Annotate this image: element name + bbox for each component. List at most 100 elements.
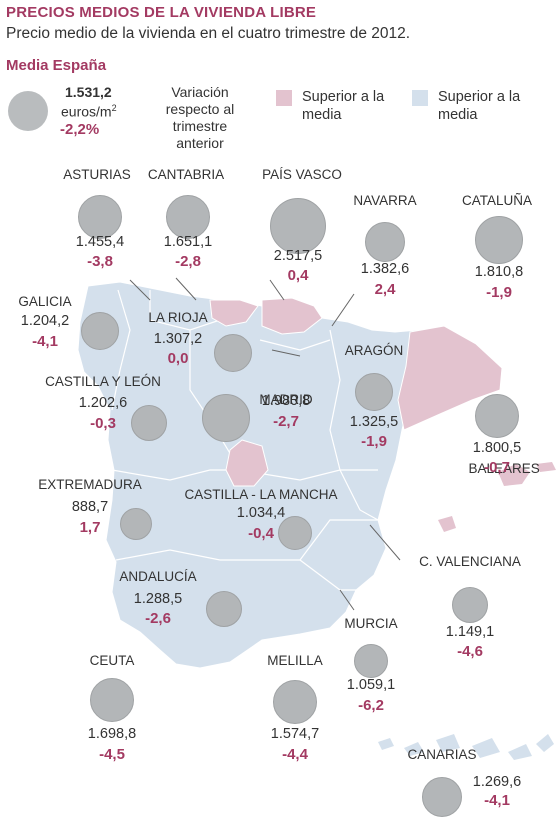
region-variation-murcia: -6,2	[358, 697, 384, 714]
region-value-galicia: 1.204,2	[20, 313, 70, 329]
bubble-la-rioja	[214, 334, 252, 372]
region-value-andalucia: 1.288,5	[133, 591, 183, 607]
cantabria-land	[209, 299, 259, 327]
region-name-andalucia: ANDALUCÍA	[119, 569, 197, 584]
legend-explanation: Variación respecto al trimestre anterior	[165, 84, 235, 151]
region-variation-canarias: -4,1	[484, 792, 510, 809]
bubble-extremadura	[120, 508, 152, 540]
region-variation-ceuta: -4,5	[99, 746, 125, 763]
bubble-canarias	[422, 777, 462, 817]
bubble-cantabria	[166, 195, 210, 239]
region-name-la-rioja: LA RIOJA	[148, 310, 208, 325]
bubble-melilla	[273, 680, 317, 724]
region-value-madrid: 1.980,8	[261, 393, 311, 409]
ibiza-land	[438, 516, 456, 532]
region-variation-cantabria: -2,8	[175, 253, 201, 270]
region-variation-castilla-y-leon: -0,3	[90, 415, 116, 432]
region-name-canarias: CANARIAS	[407, 747, 477, 762]
region-name-cataluna: CATALUÑA	[461, 193, 533, 208]
bubble-ceuta	[90, 678, 134, 722]
legend-label-above: Superior a la media	[302, 89, 385, 123]
cataluna-land	[397, 325, 503, 431]
region-value-melilla: 1.574,7	[270, 726, 320, 742]
legend-swatch-above	[276, 90, 292, 106]
region-name-castilla-y-leon: CASTILLA Y LEÓN	[45, 374, 161, 389]
bubble-castilla-la-mancha	[278, 516, 312, 550]
region-variation-c-valenciana: -4,6	[457, 643, 483, 660]
region-value-asturias: 1.455,4	[75, 234, 125, 250]
bubble-murcia	[354, 644, 388, 678]
region-value-extremadura: 888,7	[71, 499, 109, 515]
canarias-land	[378, 734, 554, 760]
mallorca-land	[498, 464, 530, 486]
region-variation-asturias: -3,8	[87, 253, 113, 270]
pais-vasco-land	[261, 297, 323, 335]
region-value-navarra: 1.382,6	[360, 261, 410, 277]
region-variation-melilla: -4,4	[282, 746, 308, 763]
region-value-cataluna: 1.810,8	[474, 264, 524, 280]
region-value-canarias: 1.269,6	[472, 774, 522, 790]
bubble-castilla-y-leon	[131, 405, 167, 441]
region-value-murcia: 1.059,1	[346, 677, 396, 693]
legend-average-variation: -2,2%	[60, 121, 100, 138]
region-variation-castilla-la-mancha: -0,4	[248, 525, 274, 542]
bubble-c-valenciana	[452, 587, 488, 623]
region-value-la-rioja: 1.307,2	[153, 331, 203, 347]
region-value-aragon: 1.325,5	[349, 414, 399, 430]
bubble-aragon	[355, 373, 393, 411]
chart-subtitle: Precio medio de la vivienda en el cuatro…	[6, 25, 411, 42]
region-variation-cataluna: -1,9	[486, 284, 512, 301]
menorca-land	[536, 462, 556, 472]
bubble-cataluna	[475, 216, 523, 264]
bubble-pais-vasco	[270, 198, 326, 254]
legend-unit-sup: 2	[111, 103, 117, 113]
region-value-cantabria: 1.651,1	[163, 234, 213, 250]
region-variation-baleares: -0,7	[484, 459, 510, 476]
legend-swatch-below	[412, 90, 428, 106]
region-name-baleares: BALEARES	[468, 461, 540, 476]
region-name-murcia: MURCIA	[344, 616, 398, 631]
region-value-pais-vasco: 2.517,5	[273, 248, 323, 264]
region-variation-galicia: -4,1	[32, 333, 58, 350]
region-variation-aragon: -1,9	[361, 433, 387, 450]
region-name-ceuta: CEUTA	[89, 653, 135, 668]
region-name-navarra: NAVARRA	[353, 193, 417, 208]
region-variation-extremadura: 1,7	[79, 519, 101, 536]
bubble-baleares	[475, 394, 519, 438]
region-name-pais-vasco: PAÍS VASCO	[262, 167, 342, 182]
region-variation-la-rioja: 0,0	[167, 350, 189, 367]
region-variation-navarra: 2,4	[374, 281, 396, 298]
region-name-c-valenciana: C. VALENCIANA	[419, 554, 521, 569]
legend-unit: euros/m2	[61, 103, 117, 120]
region-variation-andalucia: -2,6	[145, 610, 171, 627]
region-value-castilla-y-leon: 1.202,6	[78, 395, 128, 411]
region-name-cantabria: CANTABRIA	[147, 167, 225, 182]
region-name-asturias: ASTURIAS	[63, 167, 131, 182]
legend-circle	[8, 91, 48, 131]
section-heading: Media España	[6, 57, 107, 74]
region-value-ceuta: 1.698,8	[87, 726, 137, 742]
region-name-madrid: MADRID	[259, 392, 313, 407]
region-value-c-valenciana: 1.149,1	[445, 624, 495, 640]
region-name-extremadura: EXTREMADURA	[38, 477, 142, 492]
region-value-castilla-la-mancha: 1.034,4	[236, 505, 286, 521]
bubble-andalucia	[206, 591, 242, 627]
region-name-castilla-la-mancha: CASTILLA - LA MANCHA	[184, 487, 338, 502]
legend-label-below: Superior a la media	[438, 89, 521, 123]
leader-lines	[129, 277, 401, 611]
madrid-land	[225, 439, 269, 487]
region-value-baleares: 1.800,5	[472, 440, 522, 456]
region-variation-pais-vasco: 0,4	[287, 267, 309, 284]
bubble-asturias	[78, 195, 122, 239]
bubble-navarra	[365, 222, 405, 262]
chart-title: PRECIOS MEDIOS DE LA VIVIENDA LIBRE	[6, 4, 317, 21]
bubble-galicia	[81, 312, 119, 350]
bubble-madrid	[202, 394, 250, 442]
legend-unit-main: euros/m	[61, 103, 112, 120]
region-name-melilla: MELILLA	[267, 653, 323, 668]
region-name-galicia: GALICIA	[18, 294, 72, 309]
legend-average-value: 1.531,2	[65, 84, 112, 100]
region-name-aragon: ARAGÓN	[344, 343, 404, 358]
region-variation-madrid: -2,7	[273, 413, 299, 430]
